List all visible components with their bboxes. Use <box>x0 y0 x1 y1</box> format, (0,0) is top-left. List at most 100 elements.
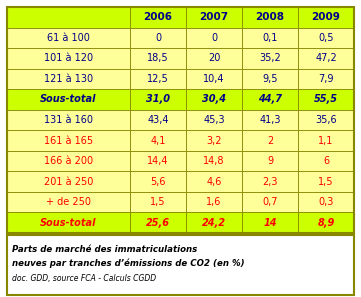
Bar <box>242 151 298 171</box>
Text: 1,6: 1,6 <box>206 197 222 207</box>
Bar <box>130 110 186 130</box>
Bar <box>242 212 298 233</box>
Bar <box>242 130 298 151</box>
Bar <box>7 110 130 130</box>
Bar <box>186 28 242 48</box>
Bar <box>298 130 354 151</box>
Text: 6: 6 <box>323 156 329 166</box>
Text: doc. GDD, source FCA - Calculs CGDD: doc. GDD, source FCA - Calculs CGDD <box>12 274 156 282</box>
Bar <box>7 212 130 233</box>
Bar <box>7 7 130 28</box>
Text: 0,3: 0,3 <box>318 197 334 207</box>
Bar <box>298 110 354 130</box>
Bar <box>242 192 298 212</box>
Bar <box>186 69 242 89</box>
Bar <box>130 89 186 110</box>
Text: 8,9: 8,9 <box>317 218 335 228</box>
Bar <box>186 192 242 212</box>
Bar <box>242 69 298 89</box>
Bar <box>7 235 354 295</box>
Bar <box>7 69 130 89</box>
Bar <box>7 7 354 233</box>
Bar <box>186 171 242 192</box>
Bar <box>7 28 130 48</box>
Bar <box>242 28 298 48</box>
Text: 2,3: 2,3 <box>262 177 278 187</box>
Text: 0,1: 0,1 <box>262 33 278 43</box>
Text: 61 à 100: 61 à 100 <box>47 33 90 43</box>
Bar <box>186 48 242 69</box>
Bar <box>7 151 130 171</box>
Text: 0: 0 <box>155 33 161 43</box>
Bar <box>298 69 354 89</box>
Text: 47,2: 47,2 <box>315 53 337 63</box>
Bar <box>186 7 242 28</box>
Bar <box>186 212 242 233</box>
Text: 2: 2 <box>267 135 273 146</box>
Text: 121 à 130: 121 à 130 <box>44 74 93 84</box>
Text: 161 à 165: 161 à 165 <box>44 135 93 146</box>
Text: 35,2: 35,2 <box>259 53 281 63</box>
Bar <box>186 130 242 151</box>
Text: Parts de marché des immatriculations: Parts de marché des immatriculations <box>12 244 197 254</box>
Bar <box>130 7 186 28</box>
Text: 9,5: 9,5 <box>262 74 278 84</box>
Text: 30,4: 30,4 <box>202 94 226 105</box>
Text: 1,5: 1,5 <box>151 197 166 207</box>
Bar <box>298 171 354 192</box>
Bar <box>7 171 130 192</box>
Text: 24,2: 24,2 <box>202 218 226 228</box>
Bar <box>242 48 298 69</box>
Text: 166 à 200: 166 à 200 <box>44 156 93 166</box>
Text: 101 à 120: 101 à 120 <box>44 53 93 63</box>
Bar <box>130 48 186 69</box>
Bar <box>7 89 130 110</box>
Text: neuves par tranches d’émissions de CO2 (en %): neuves par tranches d’émissions de CO2 (… <box>12 258 245 268</box>
Text: 43,4: 43,4 <box>147 115 169 125</box>
Bar <box>242 89 298 110</box>
Bar <box>130 212 186 233</box>
Text: 1,1: 1,1 <box>318 135 334 146</box>
Bar <box>298 89 354 110</box>
Text: 0,7: 0,7 <box>262 197 278 207</box>
Text: 25,6: 25,6 <box>146 218 170 228</box>
Text: 55,5: 55,5 <box>314 94 338 105</box>
Bar <box>130 130 186 151</box>
Text: 44,7: 44,7 <box>258 94 282 105</box>
Text: 20: 20 <box>208 53 220 63</box>
Text: 2006: 2006 <box>144 12 173 22</box>
Bar <box>298 7 354 28</box>
Bar <box>186 151 242 171</box>
Text: 2008: 2008 <box>256 12 284 22</box>
Bar <box>130 192 186 212</box>
Text: Sous-total: Sous-total <box>40 94 97 105</box>
Bar <box>242 7 298 28</box>
Text: 3,2: 3,2 <box>206 135 222 146</box>
Text: 45,3: 45,3 <box>203 115 225 125</box>
Bar <box>130 28 186 48</box>
Text: 14: 14 <box>263 218 277 228</box>
Text: 41,3: 41,3 <box>259 115 281 125</box>
Text: 12,5: 12,5 <box>147 74 169 84</box>
Text: 2009: 2009 <box>312 12 340 22</box>
Text: 18,5: 18,5 <box>147 53 169 63</box>
Bar <box>130 151 186 171</box>
Text: 0,5: 0,5 <box>318 33 334 43</box>
Text: 35,6: 35,6 <box>315 115 337 125</box>
Bar <box>130 171 186 192</box>
Bar <box>298 48 354 69</box>
Text: 1,5: 1,5 <box>318 177 334 187</box>
Text: + de 250: + de 250 <box>46 197 91 207</box>
Bar <box>7 130 130 151</box>
Bar <box>186 110 242 130</box>
Text: 131 à 160: 131 à 160 <box>44 115 93 125</box>
Bar <box>7 192 130 212</box>
Text: 2007: 2007 <box>200 12 229 22</box>
Text: 0: 0 <box>211 33 217 43</box>
Bar <box>242 171 298 192</box>
Text: 5,6: 5,6 <box>151 177 166 187</box>
Bar <box>298 151 354 171</box>
Text: 4,1: 4,1 <box>151 135 166 146</box>
Bar <box>242 110 298 130</box>
Text: 201 à 250: 201 à 250 <box>44 177 93 187</box>
